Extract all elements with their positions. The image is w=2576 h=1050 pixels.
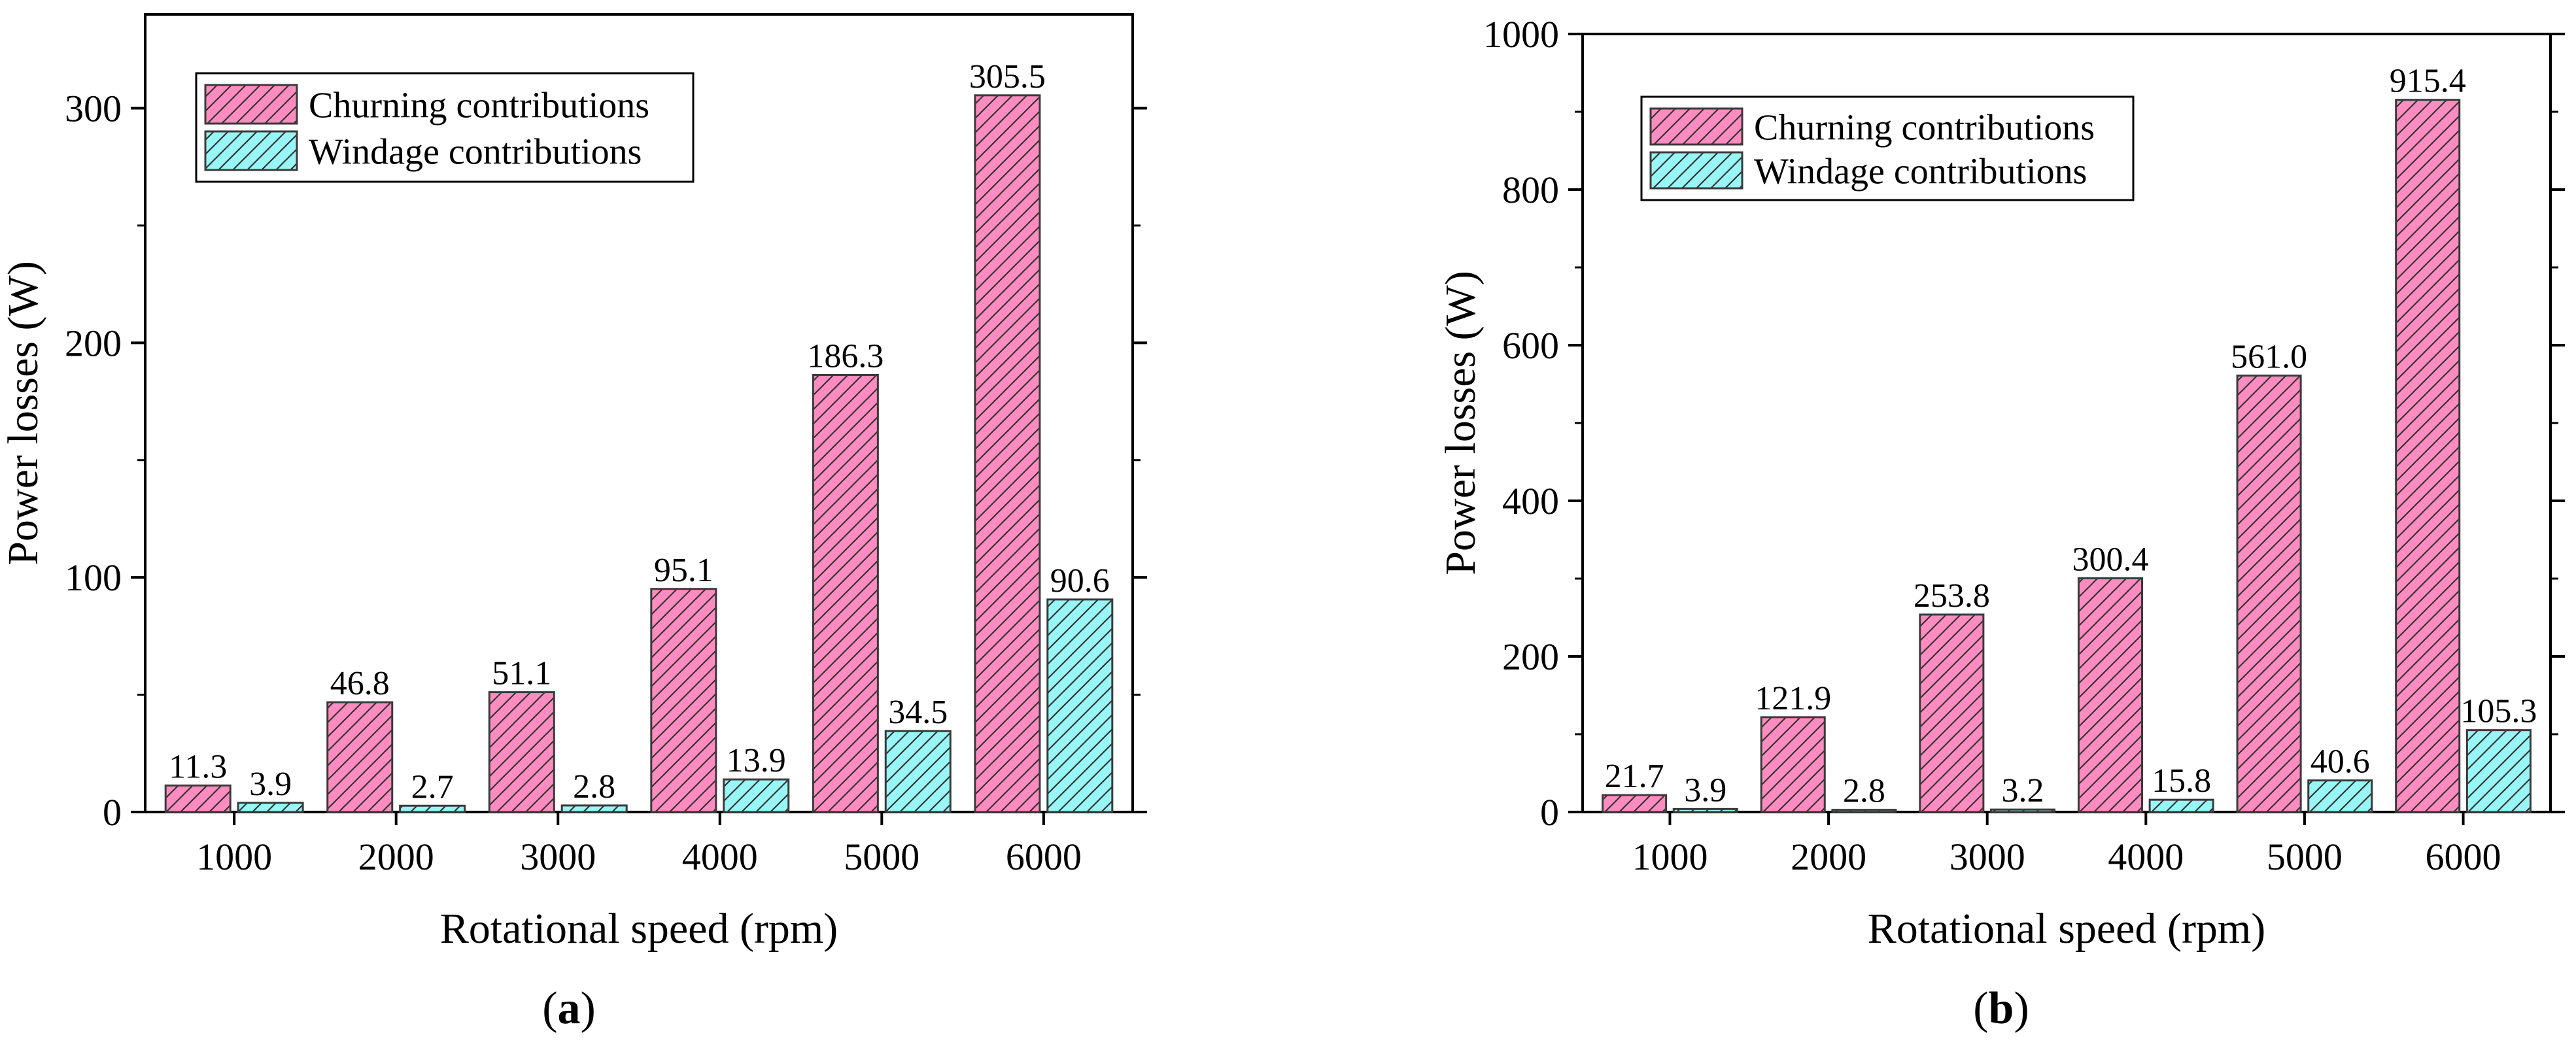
x-tick-label: 2000 — [358, 836, 434, 878]
churning-bar — [488, 691, 555, 813]
windage-bar — [2465, 729, 2532, 813]
x-tick-label: 6000 — [2426, 836, 2501, 878]
y-tick-label: 0 — [103, 791, 122, 834]
windage-value-label: 2.7 — [411, 768, 454, 805]
x-tick-label: 4000 — [2108, 836, 2184, 878]
churning-bar — [812, 374, 879, 813]
chart-panel-a: 0 100 200 300 1000 2000 3000 4000 5000 6000 11.3 46… — [0, 13, 1147, 1034]
legend: Churning contributions Windage contributi… — [195, 72, 695, 183]
churning-bar — [1760, 716, 1826, 813]
x-axis-title: Rotational speed (rpm) — [1868, 905, 2266, 953]
churning-value-label: 561.0 — [2231, 338, 2307, 375]
windage-bar — [2307, 779, 2373, 813]
legend-label-churning: Churning contributions — [1754, 108, 2095, 148]
windage-value-label: 2.8 — [573, 768, 615, 805]
windage-bar — [1831, 809, 1897, 813]
legend-label-churning: Churning contributions — [309, 86, 649, 126]
windage-bar — [1672, 807, 1738, 813]
chart-panel-b: 0 200 400 600 800 1000 1000 2000 3000 4000 5000 600… — [1437, 13, 2565, 1034]
legend-swatch-churning — [204, 84, 298, 125]
churning-value-label: 253.8 — [1914, 577, 1990, 615]
panel-label-open: ( — [1973, 983, 1988, 1034]
panel-label-letter: b — [1989, 983, 2014, 1034]
x-tick-label: 1000 — [196, 836, 272, 878]
churning-value-label: 121.9 — [1755, 680, 1831, 717]
windage-value-label: 105.3 — [2460, 693, 2537, 730]
churning-value-label: 915.4 — [2390, 63, 2466, 100]
plot-frame — [144, 13, 1134, 813]
y-tick-label: 400 — [1502, 480, 1559, 522]
churning-bar — [650, 588, 717, 813]
y-tick-label: 100 — [65, 556, 122, 599]
churning-value-label: 51.1 — [492, 655, 551, 692]
churning-value-label: 95.1 — [654, 552, 713, 589]
y-tick-label: 300 — [65, 88, 122, 130]
x-axis-title: Rotational speed (rpm) — [440, 905, 838, 953]
windage-value-label: 13.9 — [727, 742, 786, 779]
churning-bar — [1919, 613, 1985, 813]
windage-value-label: 3.9 — [1684, 771, 1726, 809]
windage-bar — [560, 804, 628, 813]
x-tick-label: 3000 — [1949, 836, 2025, 878]
x-tick-label: 5000 — [2267, 836, 2343, 878]
windage-bar — [1046, 598, 1114, 813]
windage-value-label: 15.8 — [2152, 762, 2211, 800]
churning-bar — [1602, 794, 1668, 813]
churning-bar — [326, 701, 394, 813]
legend-label-windage: Windage contributions — [309, 132, 642, 173]
x-tick-label: 1000 — [1632, 836, 1708, 878]
y-axis-title: Power losses (W) — [0, 261, 47, 566]
churning-value-label: 11.3 — [169, 748, 227, 785]
legend-label-windage: Windage contributions — [1754, 152, 2087, 192]
churning-value-label: 21.7 — [1605, 758, 1664, 795]
windage-value-label: 90.6 — [1050, 562, 1110, 600]
panel-label-open: ( — [542, 983, 557, 1034]
churning-bar — [164, 784, 232, 813]
x-tick-label: 5000 — [844, 836, 919, 878]
windage-value-label: 40.6 — [2310, 743, 2370, 781]
y-tick-label: 200 — [65, 322, 122, 364]
windage-bar — [237, 802, 304, 813]
y-tick-label: 600 — [1502, 324, 1559, 367]
y-tick-label: 800 — [1502, 169, 1559, 211]
legend-swatch-windage — [1649, 151, 1743, 190]
churning-bar — [2395, 99, 2461, 813]
windage-value-label: 3.2 — [2002, 772, 2044, 809]
x-tick-label: 2000 — [1791, 836, 1866, 878]
panel-label-letter: a — [558, 983, 581, 1034]
windage-value-label: 3.9 — [249, 766, 292, 803]
legend-swatch-churning — [1649, 107, 1743, 146]
windage-bar — [884, 730, 952, 813]
churning-value-label: 300.4 — [2072, 541, 2148, 579]
windage-value-label: 2.8 — [1843, 773, 1885, 810]
y-axis-title: Power losses (W) — [1437, 271, 1485, 575]
panel-label: (a) — [542, 983, 596, 1034]
windage-bar — [1990, 808, 2056, 813]
churning-value-label: 186.3 — [807, 338, 884, 375]
churning-bar — [2236, 374, 2302, 813]
x-tick-label: 6000 — [1006, 836, 1082, 878]
panel-label: (b) — [1973, 983, 2029, 1034]
churning-value-label: 46.8 — [330, 665, 390, 702]
churning-bar — [974, 94, 1041, 813]
windage-bar — [723, 778, 790, 813]
y-tick-label: 0 — [1540, 791, 1559, 834]
churning-value-label: 305.5 — [969, 58, 1046, 95]
legend-swatch-windage — [204, 130, 298, 171]
x-tick-label: 3000 — [520, 836, 596, 878]
churning-bar — [2077, 577, 2143, 813]
windage-bar — [399, 804, 466, 813]
y-tick-label: 1000 — [1483, 13, 1559, 56]
panel-label-close: ) — [581, 983, 596, 1034]
panel-label-close: ) — [2014, 983, 2029, 1034]
x-tick-label: 4000 — [682, 836, 758, 878]
y-tick-label: 200 — [1502, 635, 1559, 678]
windage-bar — [2148, 798, 2214, 813]
windage-value-label: 34.5 — [888, 694, 948, 731]
